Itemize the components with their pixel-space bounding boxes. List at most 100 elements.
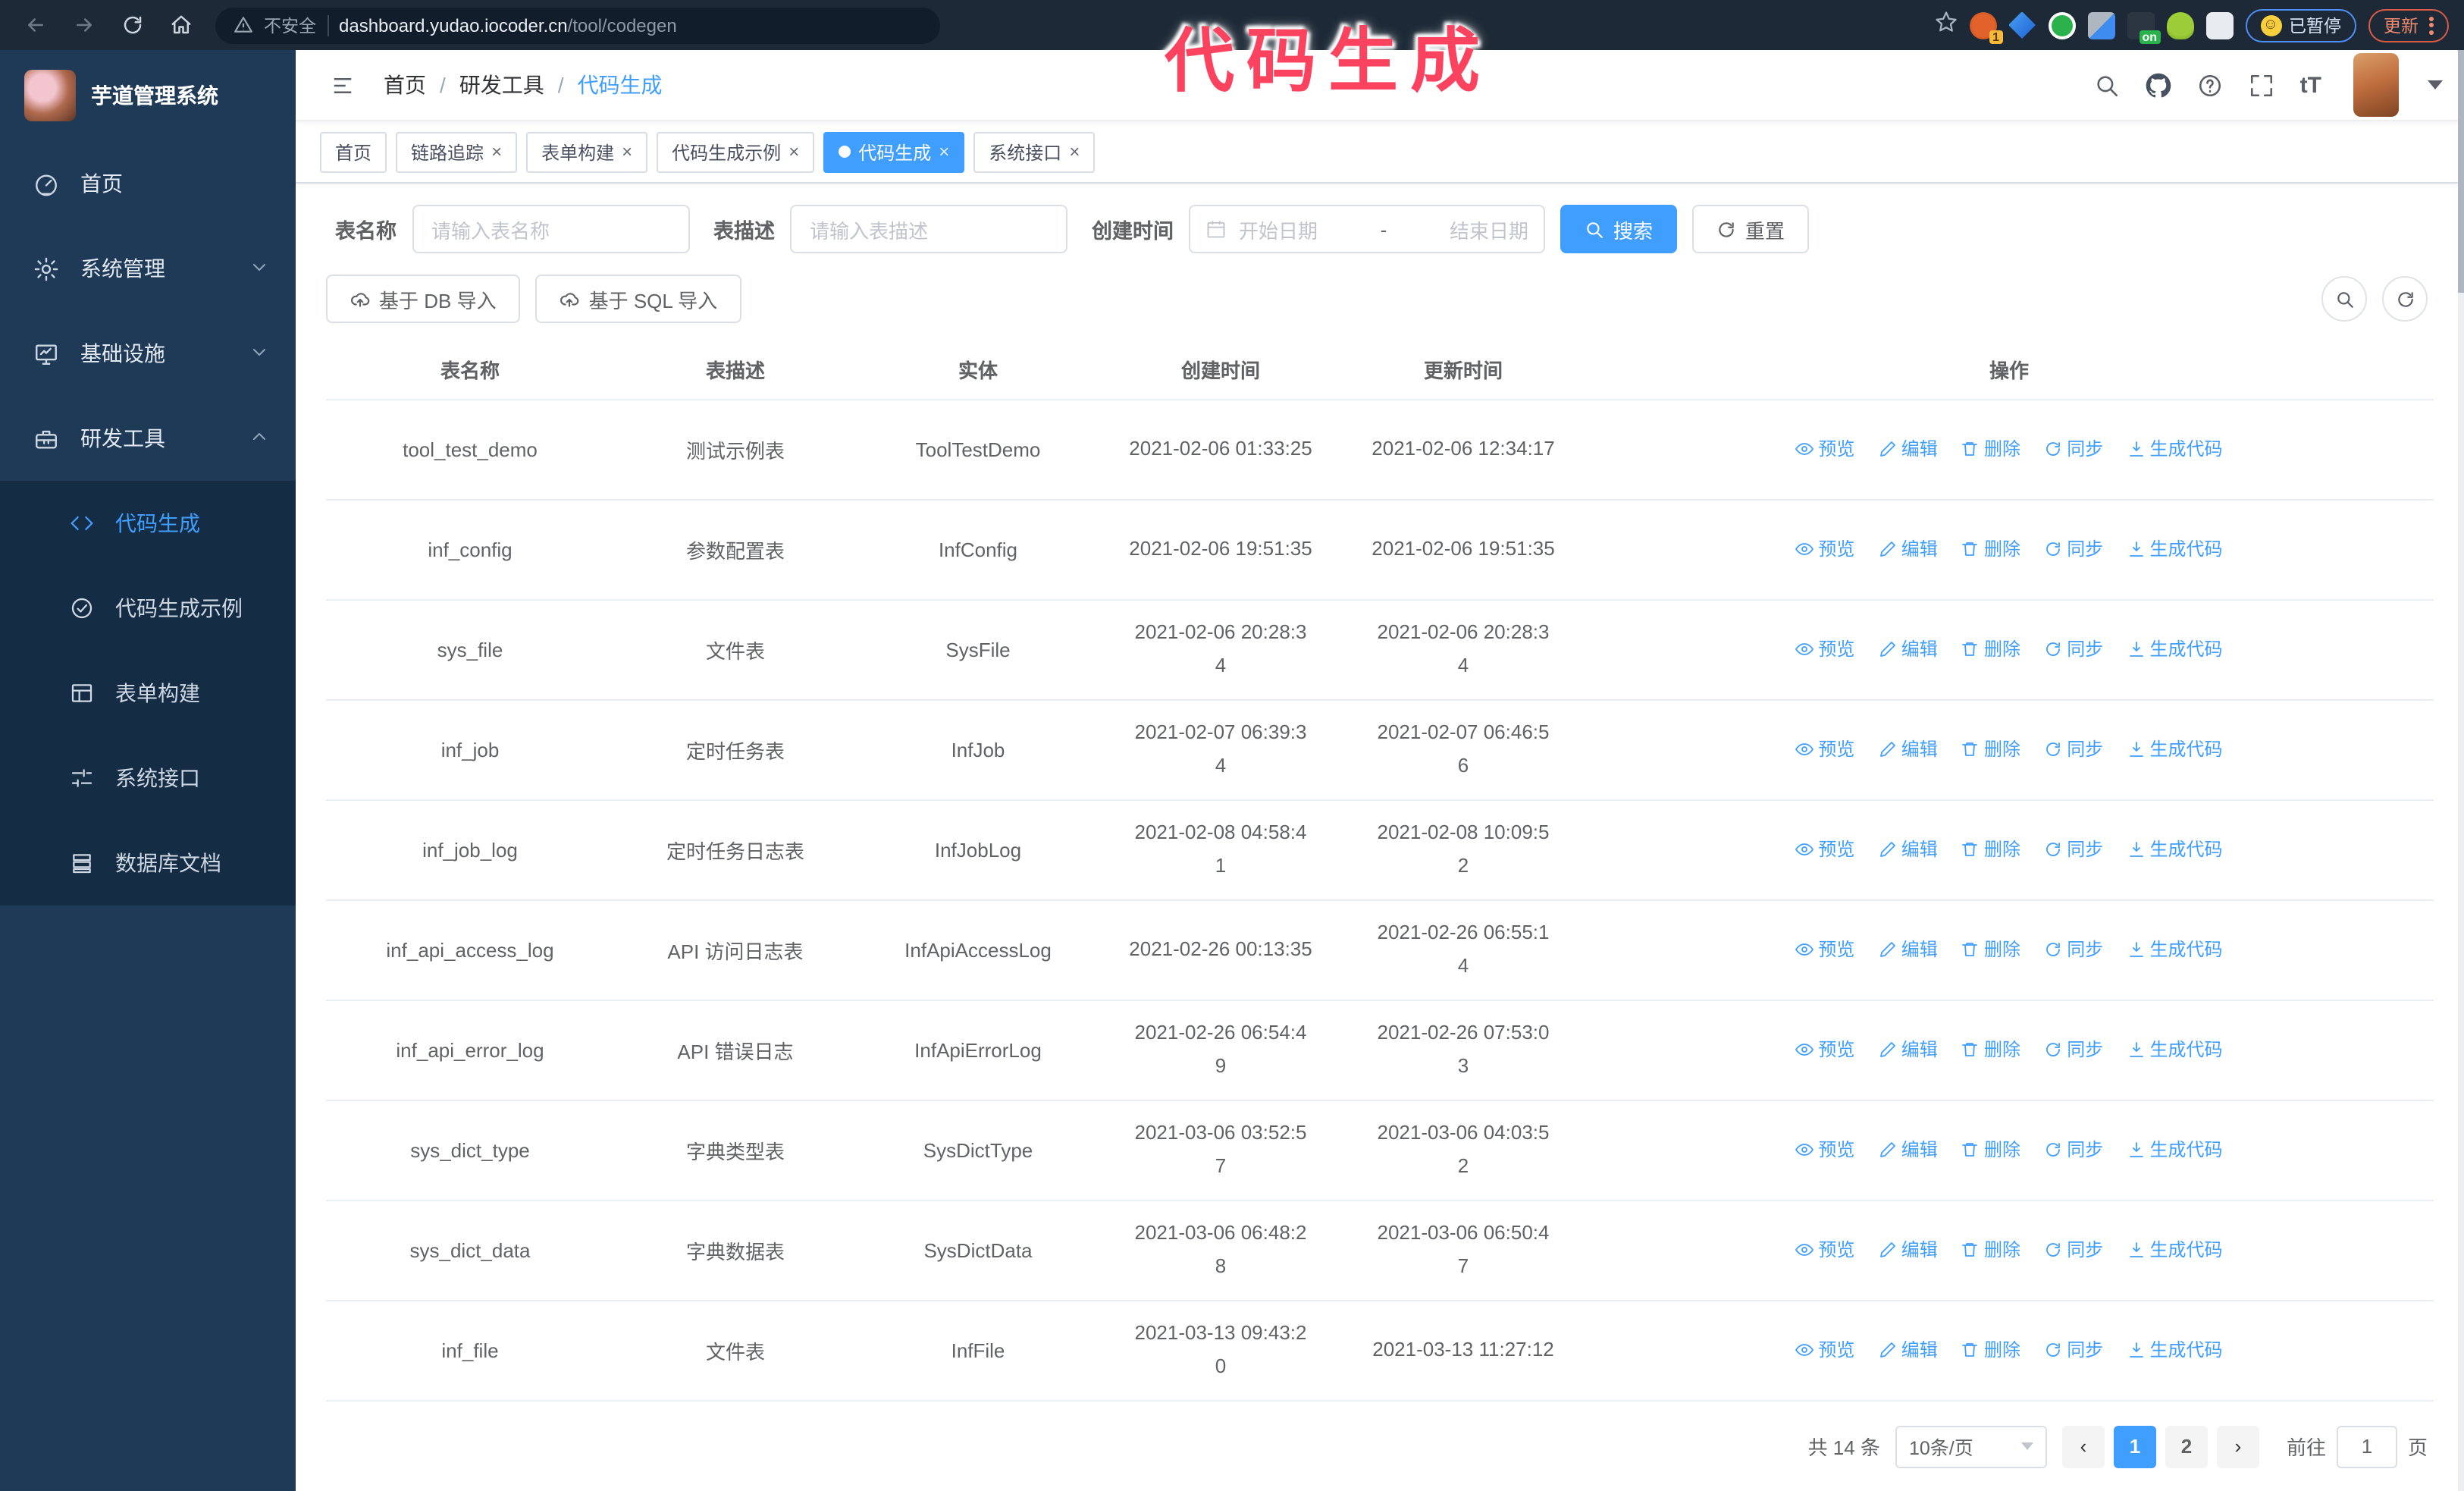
preview-link[interactable]: 预览 (1795, 1137, 1854, 1163)
generate-code-link[interactable]: 生成代码 (2127, 1137, 2223, 1163)
avatar-caret-icon[interactable] (2428, 80, 2443, 89)
sidebar-item-codegen[interactable]: 代码生成 (0, 481, 296, 566)
edit-link[interactable]: 编辑 (1879, 736, 1938, 762)
search-icon[interactable] (2094, 72, 2120, 98)
tag-home[interactable]: 首页 (320, 131, 387, 172)
close-icon[interactable]: × (491, 141, 503, 162)
page-button-1[interactable]: 1 (2113, 1425, 2156, 1467)
close-icon[interactable]: × (939, 141, 950, 162)
extension-icon[interactable]: 1 (1969, 11, 2002, 43)
preview-link[interactable]: 预览 (1795, 937, 1854, 962)
sidebar-item-home[interactable]: 首页 (0, 141, 296, 226)
tag-codegen-example[interactable]: 代码生成示例 × (657, 131, 815, 172)
tag-system-api[interactable]: 系统接口 × (973, 131, 1096, 172)
avatar[interactable] (2353, 53, 2399, 117)
preview-link[interactable]: 预览 (1795, 1337, 1854, 1363)
paused-badge[interactable]: ☺ 已暂停 (2245, 8, 2356, 42)
edit-link[interactable]: 编辑 (1879, 1037, 1938, 1063)
preview-link[interactable]: 预览 (1795, 436, 1854, 462)
page-size-select[interactable]: 10条/页 (1895, 1425, 2047, 1467)
preview-link[interactable]: 预览 (1795, 536, 1854, 562)
delete-link[interactable]: 删除 (1961, 1237, 2020, 1263)
github-icon[interactable] (2146, 72, 2171, 98)
delete-link[interactable]: 删除 (1961, 1337, 2020, 1363)
generate-code-link[interactable]: 生成代码 (2127, 937, 2223, 962)
prev-page-button[interactable]: ‹ (2061, 1425, 2105, 1467)
extension-icon[interactable] (2166, 11, 2193, 39)
preview-link[interactable]: 预览 (1795, 736, 1854, 762)
delete-link[interactable]: 删除 (1961, 1137, 2020, 1163)
generate-code-link[interactable]: 生成代码 (2127, 837, 2223, 862)
refresh-table-button[interactable] (2382, 276, 2428, 322)
address-bar[interactable]: 不安全 dashboard.yudao.iocoder.cn/tool/code… (215, 7, 940, 43)
fullscreen-icon[interactable] (2249, 72, 2274, 98)
sync-link[interactable]: 同步 (2044, 1037, 2103, 1063)
tag-codegen[interactable]: 代码生成 × (823, 131, 965, 172)
sql-import-button[interactable]: 基于 SQL 导入 (535, 275, 742, 323)
edit-link[interactable]: 编辑 (1879, 937, 1938, 962)
browser-menu-icon[interactable] (2429, 14, 2434, 36)
help-icon[interactable] (2197, 72, 2223, 98)
delete-link[interactable]: 删除 (1961, 636, 2020, 662)
close-icon[interactable]: × (1069, 141, 1080, 162)
scrollbar-thumb[interactable] (2458, 50, 2464, 293)
sync-link[interactable]: 同步 (2044, 1237, 2103, 1263)
edit-link[interactable]: 编辑 (1879, 1237, 1938, 1263)
forward-icon[interactable] (64, 5, 103, 45)
extension-icon[interactable]: on (2127, 11, 2160, 43)
sidebar-item-form-builder[interactable]: 表单构建 (0, 651, 296, 736)
sync-link[interactable]: 同步 (2044, 1337, 2103, 1363)
close-icon[interactable]: × (622, 141, 633, 162)
sync-link[interactable]: 同步 (2044, 536, 2103, 562)
breadcrumb-devtools[interactable]: 研发工具 (459, 73, 544, 97)
sync-link[interactable]: 同步 (2044, 436, 2103, 462)
home-icon[interactable] (161, 5, 200, 45)
page-scrollbar[interactable] (2458, 50, 2464, 1491)
preview-link[interactable]: 预览 (1795, 636, 1854, 662)
delete-link[interactable]: 删除 (1961, 736, 2020, 762)
table-name-input[interactable]: 请输入表名称 (412, 205, 689, 253)
edit-link[interactable]: 编辑 (1879, 436, 1938, 462)
next-page-button[interactable]: › (2216, 1425, 2259, 1467)
reload-icon[interactable] (112, 5, 152, 45)
generate-code-link[interactable]: 生成代码 (2127, 636, 2223, 662)
hamburger-icon[interactable] (317, 59, 368, 111)
sidebar-item-devtools[interactable]: 研发工具 (0, 396, 296, 481)
sync-link[interactable]: 同步 (2044, 937, 2103, 962)
extension-icon[interactable] (2048, 11, 2075, 39)
db-import-button[interactable]: 基于 DB 导入 (326, 275, 521, 323)
delete-link[interactable]: 删除 (1961, 937, 2020, 962)
page-button-2[interactable]: 2 (2165, 1425, 2208, 1467)
edit-link[interactable]: 编辑 (1879, 1137, 1938, 1163)
tag-tracing[interactable]: 链路追踪 × (396, 131, 518, 172)
puzzle-extensions-icon[interactable] (2205, 11, 2233, 39)
generate-code-link[interactable]: 生成代码 (2127, 1337, 2223, 1363)
extension-icon[interactable] (2008, 11, 2036, 39)
app-logo-bar[interactable]: 芋道管理系统 (0, 50, 296, 141)
search-button[interactable]: 搜索 (1560, 205, 1678, 253)
preview-link[interactable]: 预览 (1795, 1037, 1854, 1063)
sidebar-item-db-doc[interactable]: 数据库文档 (0, 821, 296, 906)
preview-link[interactable]: 预览 (1795, 837, 1854, 862)
delete-link[interactable]: 删除 (1961, 837, 2020, 862)
breadcrumb-home[interactable]: 首页 (384, 73, 426, 97)
back-icon[interactable] (15, 5, 55, 45)
edit-link[interactable]: 编辑 (1879, 636, 1938, 662)
generate-code-link[interactable]: 生成代码 (2127, 436, 2223, 462)
toggle-search-button[interactable] (2321, 276, 2367, 322)
delete-link[interactable]: 删除 (1961, 436, 2020, 462)
sync-link[interactable]: 同步 (2044, 736, 2103, 762)
sidebar-item-system-api[interactable]: 系统接口 (0, 736, 296, 821)
sync-link[interactable]: 同步 (2044, 636, 2103, 662)
bookmark-star-icon[interactable] (1934, 10, 1957, 40)
reset-button[interactable]: 重置 (1692, 205, 1810, 253)
extension-icon[interactable] (2087, 11, 2114, 39)
edit-link[interactable]: 编辑 (1879, 536, 1938, 562)
generate-code-link[interactable]: 生成代码 (2127, 536, 2223, 562)
generate-code-link[interactable]: 生成代码 (2127, 1037, 2223, 1063)
update-browser-button[interactable]: 更新 (2368, 8, 2449, 42)
generate-code-link[interactable]: 生成代码 (2127, 1237, 2223, 1263)
preview-link[interactable]: 预览 (1795, 1237, 1854, 1263)
sync-link[interactable]: 同步 (2044, 1137, 2103, 1163)
delete-link[interactable]: 删除 (1961, 536, 2020, 562)
